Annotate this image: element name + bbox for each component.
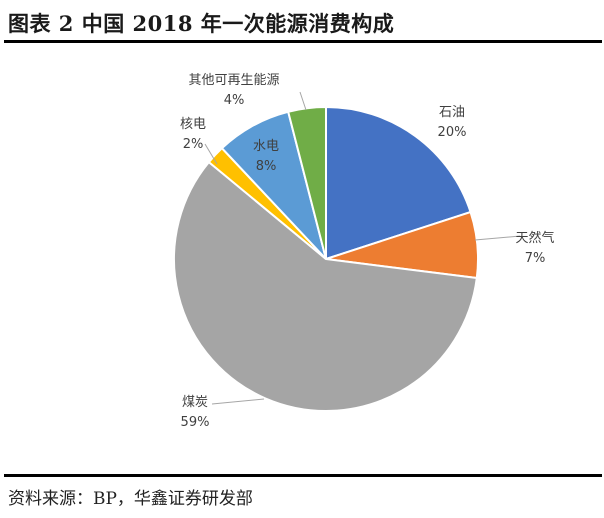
slice-value-label-5: 4% — [224, 93, 245, 108]
source-note: 资料来源：BP，华鑫证券研发部 — [8, 489, 253, 509]
slice-value-label-3: 2% — [183, 137, 204, 152]
slice-name-label-2: 煤炭 — [182, 395, 208, 410]
leader-lines — [204, 91, 521, 405]
leader-line-3 — [204, 143, 218, 165]
pie-slice-2 — [173, 160, 478, 412]
top-rule — [4, 40, 602, 43]
slice-value-label-1: 7% — [525, 251, 546, 266]
slice-value-label-2: 59% — [181, 415, 210, 430]
slice-labels: 石油 20% 天然气 7% 煤炭 59% 核电 2% 水电 8% 其他可再生能源 4% — [180, 73, 555, 430]
leader-line-1 — [474, 235, 521, 241]
pie-slice-0 — [325, 105, 472, 261]
slice-name-label-4: 水电 — [253, 139, 279, 154]
slice-name-label-5: 其他可再生能源 — [188, 73, 279, 88]
leader-line-2 — [211, 398, 265, 405]
slice-name-label-0: 石油 — [439, 105, 465, 120]
bottom-rule — [4, 474, 602, 477]
slice-value-label-4: 8% — [256, 159, 277, 174]
pie-slice-5 — [286, 105, 327, 260]
slice-name-label-3: 核电 — [180, 117, 206, 132]
pie-slices — [173, 105, 479, 412]
slice-name-label-1: 天然气 — [515, 230, 554, 246]
pie-chart: 石油 20% 天然气 7% 煤炭 59% 核电 2% 水电 8% 其他可再生能源 4% — [173, 73, 555, 430]
leader-line-5 — [299, 91, 307, 111]
chart-title: 图表 2 中国 2018 年一次能源消费构成 — [8, 11, 395, 36]
slice-value-label-0: 20% — [438, 125, 467, 140]
